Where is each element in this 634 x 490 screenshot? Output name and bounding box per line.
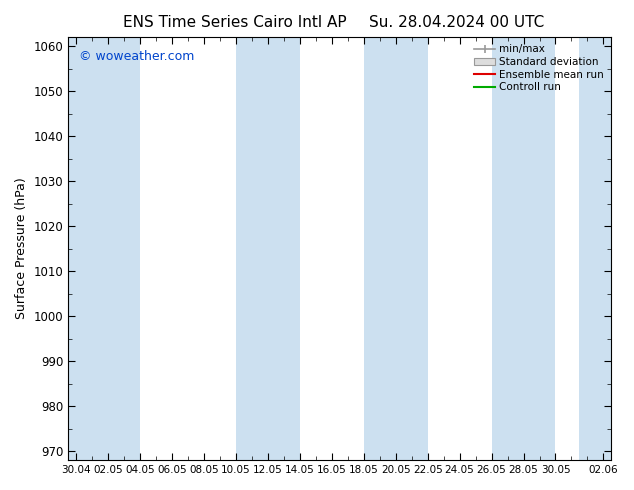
Bar [68,37,140,460]
Legend: min/max, Standard deviation, Ensemble mean run, Controll run: min/max, Standard deviation, Ensemble me… [472,42,606,94]
Bar [491,37,555,460]
Y-axis label: Surface Pressure (hPa): Surface Pressure (hPa) [15,178,28,319]
Text: © woweather.com: © woweather.com [79,50,195,63]
Text: Su. 28.04.2024 00 UTC: Su. 28.04.2024 00 UTC [369,15,544,30]
Bar [236,37,300,460]
Bar [579,37,611,460]
Text: ENS Time Series Cairo Intl AP: ENS Time Series Cairo Intl AP [123,15,346,30]
Bar [364,37,428,460]
